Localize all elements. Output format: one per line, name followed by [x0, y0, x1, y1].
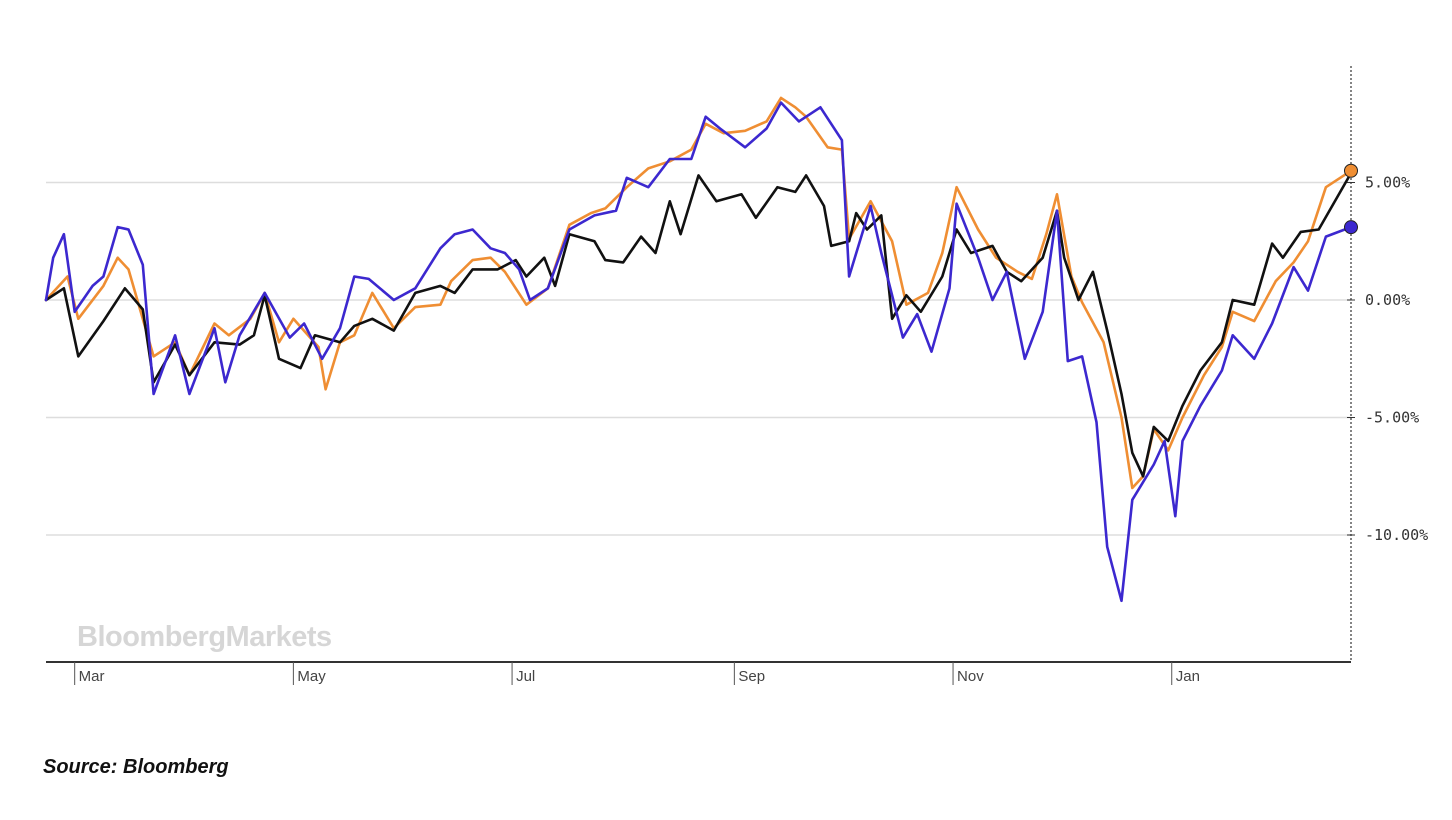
source-note: Source: Bloomberg — [43, 756, 229, 778]
x-tick-label-2: Jul — [516, 668, 535, 685]
x-axis-ticks: Mar May Jul Sep Nov Jan — [74, 662, 1200, 685]
series-line-0 — [44, 96, 1353, 490]
x-tick-label-4: Nov — [957, 668, 984, 685]
series-end-marker-2 — [1344, 220, 1358, 235]
series-line-1 — [44, 171, 1353, 478]
y-tick-label-3: -10.00% — [1365, 526, 1428, 544]
y-tick-label-2: -5.00% — [1365, 409, 1419, 427]
x-tick-label-5: Jan — [1176, 668, 1200, 685]
x-tick-label-1: May — [297, 668, 326, 685]
x-tick-label-3: Sep — [738, 668, 765, 685]
y-tick-label-1: 0.00% — [1365, 291, 1410, 309]
y-axis-ticks: 5.00% 0.00% -5.00% -10.00% — [1347, 174, 1428, 544]
watermark-text: BloombergMarkets — [77, 621, 332, 653]
series-line-2 — [44, 101, 1353, 603]
series-lines — [44, 96, 1353, 603]
grid-lines — [46, 181, 1351, 536]
y-tick-label-0: 5.00% — [1365, 174, 1410, 192]
series-end-marker-0 — [1344, 163, 1358, 178]
end-markers — [1344, 163, 1358, 235]
x-tick-label-0: Mar — [79, 668, 105, 685]
